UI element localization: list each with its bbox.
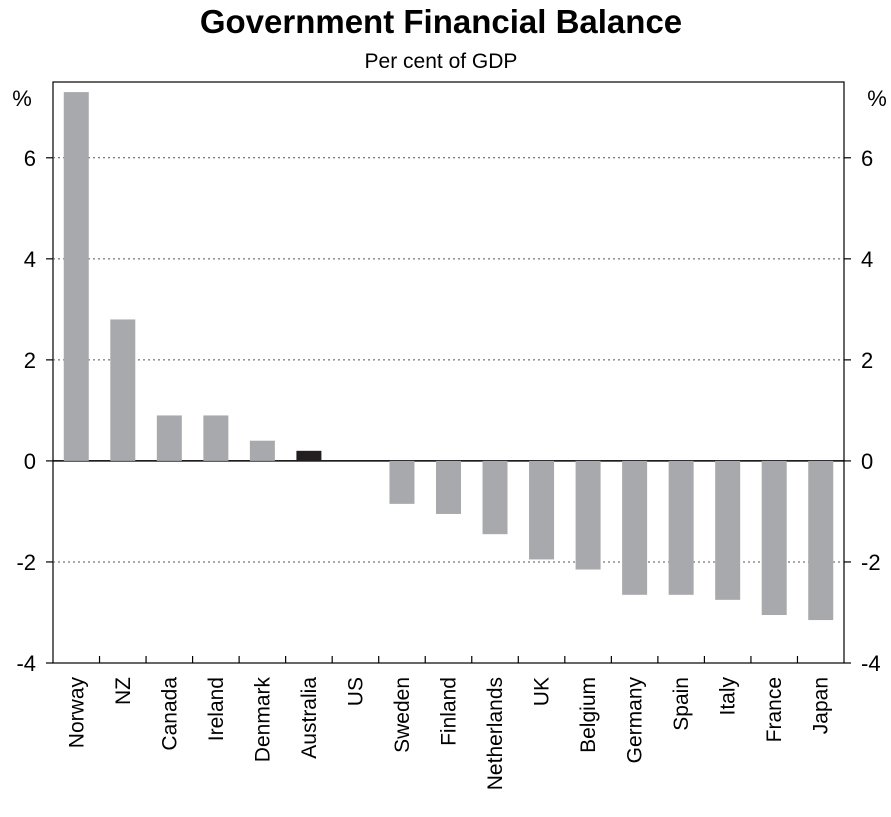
- x-tick-label: Japan: [810, 677, 833, 734]
- x-tick-label: Netherlands: [484, 677, 507, 790]
- bar-spain: [668, 460, 694, 595]
- y-tick-label-left: -2: [16, 550, 36, 575]
- x-tick-label: US: [344, 677, 367, 706]
- chart-title: Government Financial Balance: [200, 3, 682, 40]
- bar-australia: [296, 450, 322, 461]
- x-tick-label: UK: [531, 677, 554, 706]
- x-tick-label: Belgium: [577, 677, 600, 753]
- x-tick-label: Denmark: [251, 677, 274, 763]
- y-tick-label-left: 0: [24, 449, 36, 474]
- bar-norway: [63, 92, 89, 461]
- x-tick-label: Norway: [65, 677, 88, 749]
- y-tick-label-left: 2: [24, 348, 36, 373]
- bar-finland: [436, 460, 461, 514]
- bar-sweden: [389, 460, 415, 504]
- plot-frame: [52, 81, 845, 664]
- bar-canada: [156, 415, 182, 461]
- x-tick-label: Spain: [670, 677, 693, 731]
- x-tick-label: Italy: [717, 677, 740, 716]
- y-tick-label-left: -4: [16, 651, 36, 676]
- x-tick-label: Sweden: [391, 677, 414, 753]
- x-tick-label: NZ: [112, 677, 135, 705]
- x-tick-label: Canada: [158, 677, 181, 751]
- y-tick-label-right: 4: [861, 247, 873, 272]
- bar-nz: [110, 319, 136, 461]
- y-tick-label-right: -2: [861, 550, 881, 575]
- plot-area: -4 -4 -2 -2 0 0 2 2 4 4 6 6 Norway NZ Canada Ireland Den…: [16, 81, 881, 790]
- y-axis-unit-right: %: [867, 86, 887, 111]
- bar-japan: [808, 460, 834, 621]
- bar-france: [761, 460, 787, 616]
- bar-denmark: [249, 440, 275, 461]
- bar-netherlands: [482, 460, 508, 535]
- y-tick-label-right: -4: [861, 651, 881, 676]
- y-tick-label-right: 2: [861, 348, 873, 373]
- bar-italy: [715, 460, 741, 600]
- y-tick-label-right: 0: [861, 449, 873, 474]
- y-tick-label-left: 6: [24, 146, 36, 171]
- x-tick-label: Germany: [624, 677, 647, 764]
- bar-ireland: [203, 415, 229, 461]
- x-tick-label: Australia: [298, 677, 321, 759]
- x-tick-label: Ireland: [205, 677, 228, 741]
- y-tick-label-right: 6: [861, 146, 873, 171]
- x-tick-label: Finland: [438, 677, 461, 746]
- bar-uk: [529, 460, 555, 560]
- bar-belgium: [575, 460, 601, 570]
- x-tick-label: France: [763, 677, 786, 742]
- bar-germany: [622, 460, 648, 595]
- y-tick-label-left: 4: [24, 247, 36, 272]
- y-axis-unit-left: %: [12, 86, 32, 111]
- chart-subtitle: Per cent of GDP: [365, 50, 518, 73]
